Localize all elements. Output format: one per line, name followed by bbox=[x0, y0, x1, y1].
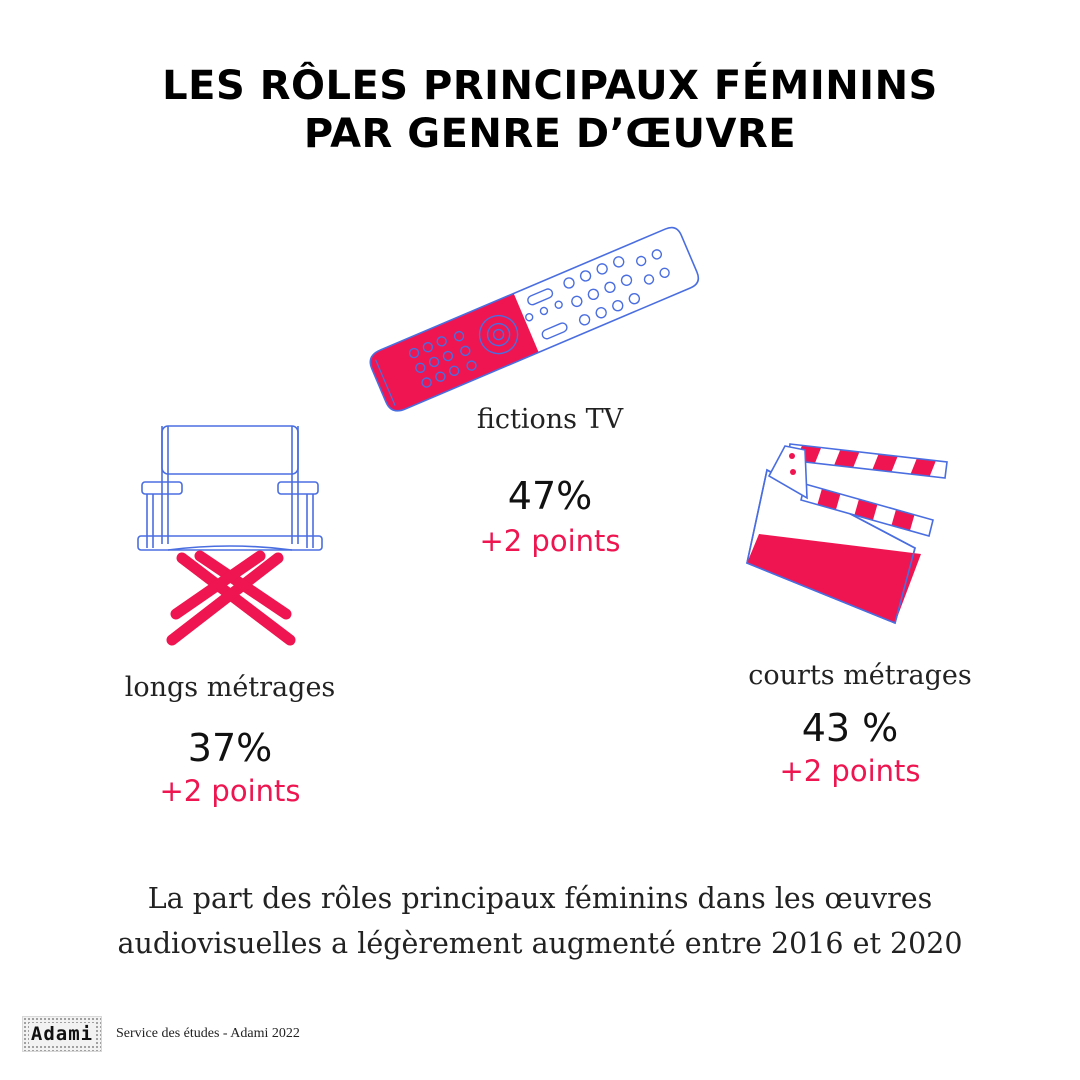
title-line-1: LES RÔLES PRINCIPAUX FÉMININS bbox=[162, 63, 938, 109]
footer: Adami Service des études - Adami 2022 bbox=[22, 1016, 300, 1052]
change-value-longs-metrages: +2 points bbox=[159, 774, 301, 808]
title-line-2: PAR GENRE D’ŒUVRE bbox=[303, 111, 797, 157]
remote-body bbox=[369, 226, 700, 412]
source-credit: Service des études - Adami 2022 bbox=[116, 1026, 300, 1041]
tv-remote-icon bbox=[366, 226, 700, 415]
page-title: LES RÔLES PRINCIPAUX FÉMININS PAR GENRE … bbox=[0, 62, 1080, 158]
share-value-longs-metrages: 37% bbox=[187, 726, 273, 770]
change-value-courts-metrages: +2 points bbox=[779, 754, 921, 788]
director-chair-icon bbox=[137, 425, 323, 646]
category-label-longs-metrages: longs métrages bbox=[124, 672, 336, 703]
category-label-fictions-tv: fictions TV bbox=[476, 404, 624, 435]
caption-line-2: audiovisuelles a légèrement augmenté ent… bbox=[117, 927, 963, 960]
logo-text: Adami bbox=[28, 1023, 96, 1045]
share-value-fictions-tv: 47% bbox=[507, 474, 593, 518]
share-value-courts-metrages: 43 % bbox=[801, 706, 899, 750]
clapperboard-icon bbox=[746, 443, 948, 625]
clapper-board-fill bbox=[747, 534, 921, 623]
change-value-fictions-tv: +2 points bbox=[479, 524, 621, 558]
caption-line-1: La part des rôles principaux féminins da… bbox=[147, 882, 933, 915]
summary-caption: La part des rôles principaux féminins da… bbox=[60, 876, 1020, 966]
adami-logo: Adami bbox=[22, 1016, 102, 1052]
category-label-courts-metrages: courts métrages bbox=[748, 660, 972, 691]
